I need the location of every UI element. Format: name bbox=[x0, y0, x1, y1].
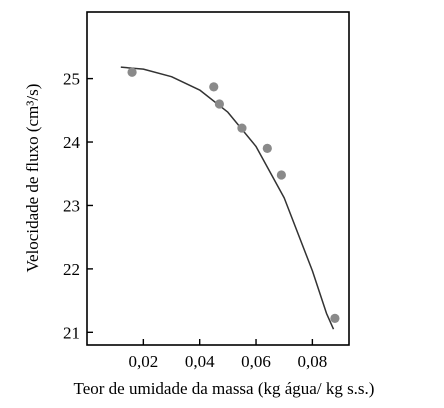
y-tick-label: 24 bbox=[63, 133, 81, 152]
y-tick-label: 21 bbox=[63, 323, 80, 342]
y-tick-label: 22 bbox=[63, 260, 80, 279]
data-points-layer bbox=[127, 67, 340, 323]
y-tick-label: 23 bbox=[63, 196, 80, 215]
data-point bbox=[214, 99, 225, 109]
plot-frame bbox=[86, 11, 350, 346]
data-point bbox=[330, 313, 340, 323]
x-tick-label: 0,08 bbox=[298, 352, 328, 371]
fit-curve-layer bbox=[120, 66, 335, 330]
data-point bbox=[276, 170, 286, 180]
y-tick-label: 25 bbox=[63, 70, 80, 89]
x-tick-label: 0,04 bbox=[185, 352, 215, 371]
y-axis-title: Velocidade de fluxo (cm³/s) bbox=[23, 84, 42, 273]
data-point bbox=[262, 143, 272, 153]
y-axis-ticks: 21 22 23 24 25 bbox=[63, 70, 93, 342]
x-tick-label: 0,02 bbox=[128, 352, 158, 371]
data-point bbox=[237, 123, 247, 133]
fit-curve-line bbox=[120, 66, 335, 330]
data-point bbox=[209, 82, 219, 92]
x-tick-label: 0,06 bbox=[241, 352, 271, 371]
x-axis-title: Teor de umidade da massa (kg água/ kg s.… bbox=[74, 379, 375, 398]
x-axis-ticks: 0,02 0,04 0,06 0,08 bbox=[128, 339, 327, 371]
data-point bbox=[127, 67, 137, 77]
